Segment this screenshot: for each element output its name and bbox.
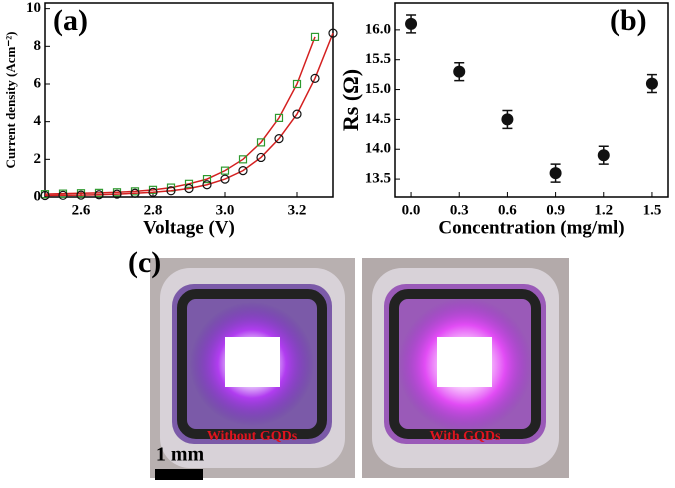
photo-right — [362, 258, 569, 478]
marker — [148, 187, 158, 197]
marker — [76, 190, 86, 200]
marker — [328, 28, 338, 38]
y-tick-label: 6 — [34, 75, 42, 91]
y-tick-label: 14.0 — [365, 141, 391, 157]
y-tick-label: 10 — [26, 0, 41, 16]
x-tick-label: 1.5 — [643, 202, 662, 218]
y-axis-label: Current density (Acm⁻²) — [3, 32, 18, 169]
marker — [130, 188, 140, 198]
marker — [292, 109, 302, 119]
x-tick-label: 3.0 — [216, 202, 235, 218]
caption: With GQDs — [430, 429, 501, 444]
marker — [292, 79, 302, 89]
marker — [310, 32, 320, 42]
point — [597, 149, 610, 162]
plot-frame — [394, 2, 669, 198]
x-axis-label: Concentration (mg/ml) — [438, 217, 624, 238]
y-tick-label: 2 — [34, 151, 42, 167]
marker — [166, 186, 176, 196]
y-tick-label: 0 — [34, 188, 42, 204]
y-tick-label: 8 — [34, 38, 42, 54]
plot-frame — [44, 2, 334, 198]
x-tick-label: 2.8 — [144, 202, 163, 218]
marker — [184, 179, 194, 188]
marker — [94, 190, 104, 200]
series-line — [44, 36, 316, 195]
y-tick-label: 4 — [34, 113, 42, 129]
y-tick-label: 15.5 — [365, 51, 391, 67]
panel-label: (a) — [53, 4, 88, 37]
x-axis-label: Voltage (V) — [143, 217, 235, 238]
x-tick-label: 0.6 — [498, 202, 517, 218]
marker — [58, 190, 68, 200]
marker — [238, 155, 248, 164]
point — [453, 65, 466, 78]
y-tick-label: 16.0 — [365, 21, 391, 37]
x-tick-label: 2.6 — [72, 202, 91, 218]
marker — [238, 166, 248, 176]
y-tick-label: 14.5 — [365, 111, 391, 127]
point — [645, 77, 658, 90]
marker — [256, 152, 266, 163]
x-tick-label: 0.3 — [450, 202, 469, 218]
marker — [310, 73, 320, 83]
x-tick-label: 1.2 — [594, 202, 613, 218]
photo-left — [150, 258, 355, 478]
marker — [256, 138, 266, 147]
marker — [184, 183, 194, 194]
point — [549, 167, 562, 180]
scale-bar — [155, 469, 203, 480]
marker — [220, 166, 230, 175]
x-tick-label: 0.0 — [402, 202, 421, 218]
marker — [202, 175, 212, 184]
y-axis-label: Rs (Ω) — [338, 69, 363, 131]
marker — [40, 190, 50, 201]
marker — [274, 134, 284, 144]
x-tick-label: 3.2 — [288, 202, 307, 218]
y-tick-label: 13.5 — [365, 171, 391, 187]
panel-label: (c) — [128, 246, 161, 279]
x-tick-label: 0.9 — [546, 202, 565, 218]
series-line — [44, 32, 334, 197]
marker — [202, 180, 212, 190]
point — [501, 113, 514, 126]
y-tick-label: 15.0 — [365, 81, 391, 97]
marker — [220, 174, 230, 184]
caption: Without GQDs — [207, 429, 298, 444]
marker — [112, 189, 122, 199]
panel-label: (b) — [610, 4, 647, 37]
marker — [274, 113, 284, 122]
scale-bar-label: 1 mm — [156, 444, 205, 466]
point — [405, 17, 418, 30]
